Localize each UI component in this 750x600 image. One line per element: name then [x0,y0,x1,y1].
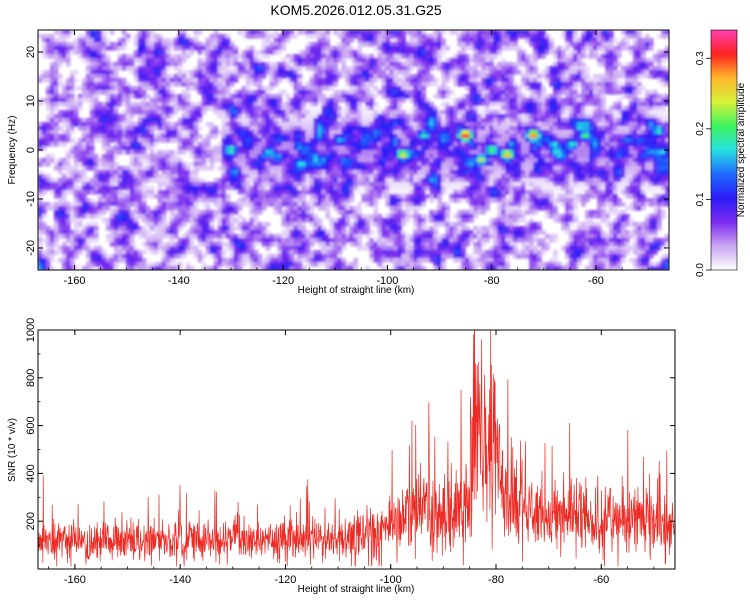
x-tick-label: -160 [64,574,86,586]
heatmap-x-label: Height of straight line (km) [298,285,415,296]
x-tick-label: -140 [168,275,190,287]
y-tick-label: 800 [25,369,37,387]
y-tick-label: 10 [25,95,37,107]
snr-line [38,330,675,567]
heatmap-cells [38,30,669,270]
colorbar-ticks: 0.0 0.1 0.2 0.3 [695,51,711,277]
y-tick-label: 20 [25,46,37,58]
y-tick-label: -10 [25,191,37,207]
y-tick-label: 200 [25,512,37,530]
y-tick-label: 1000 [25,318,37,342]
y-tick-label: 400 [25,464,37,482]
x-tick-label: -60 [593,574,609,586]
y-tick-label: 0 [25,147,37,153]
colorbar-scale [710,29,738,271]
x-tick-label: -80 [484,275,500,287]
x-tick-label: -160 [63,275,85,287]
x-tick-label: -80 [488,574,504,586]
snr-y-axis: 200 400 600 800 1000 [25,318,675,546]
snr-y-label: SNR (10 * v/v) [7,418,18,482]
x-tick-label: -120 [272,275,294,287]
snr-series [38,330,675,567]
y-tick-label: 600 [25,416,37,434]
colorbar-label: Normalized spectral amplitude [736,82,747,217]
colorbar-tick-label: 0.3 [695,51,706,65]
x-tick-label: -100 [376,275,398,287]
heatmap-y-label: Frequency (Hz) [7,116,18,185]
heatmap-y-axis: -20 -10 0 10 20 [25,46,669,256]
y-tick-label: -20 [25,240,37,256]
x-tick-label: -100 [380,574,402,586]
x-tick-label: -120 [274,574,296,586]
colorbar: 0.0 0.1 0.2 0.3 Normalized spectral amplitu… [695,29,747,277]
snr-x-label: Height of straight line (km) [298,584,415,595]
colorbar-tick-label: 0.1 [695,192,706,206]
snr-x-axis: -160 -140 -120 -100 -80 -60 [48,330,655,586]
colorbar-tick-label: 0.2 [695,121,706,135]
x-tick-label: -60 [588,275,604,287]
heatmap-x-axis: -160 -140 -120 -100 -80 -60 [48,30,649,287]
snr-panel: -160 -140 -120 -100 -80 -60 2004006008001000 … [7,318,676,595]
colorbar-tick-label: 0.0 [695,263,706,277]
x-tick-label: -140 [169,574,191,586]
chart-title: KOM5.2026.012.05.31.G25 [270,2,441,18]
